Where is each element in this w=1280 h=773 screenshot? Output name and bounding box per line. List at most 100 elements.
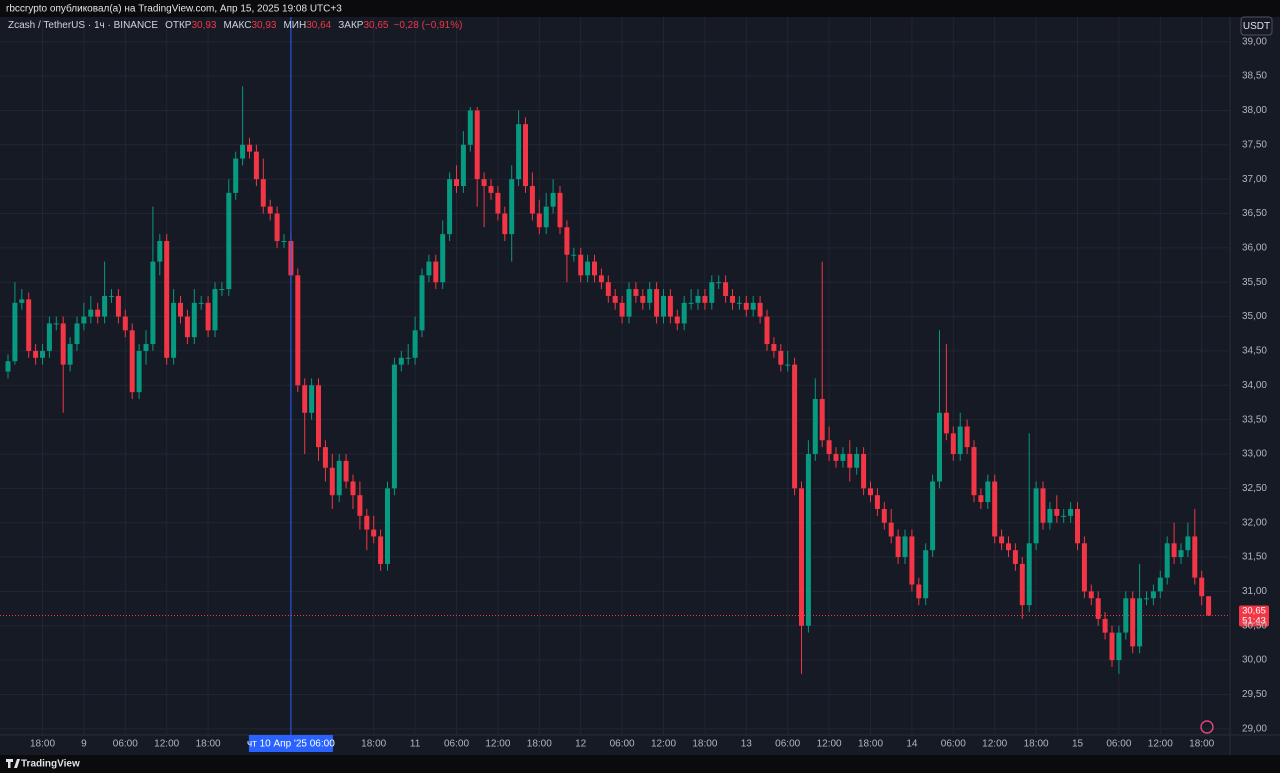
y-tick-label: 36,00 <box>1242 242 1267 253</box>
x-tick-label: 06:00 <box>775 739 800 750</box>
crosshair-label-box <box>248 735 333 752</box>
x-tick-label: 14 <box>906 739 918 750</box>
publish-info: rbccrypto опубликовал(а) на TradingView.… <box>6 3 342 15</box>
candle-body <box>247 144 252 152</box>
candle-body <box>688 302 694 304</box>
candle-body <box>1033 488 1039 544</box>
candle-body <box>205 302 211 331</box>
candle-body <box>605 282 611 296</box>
candle-body <box>26 299 32 351</box>
y-tick-label: 38,00 <box>1242 105 1267 116</box>
candle-body <box>184 316 190 338</box>
x-tick-label: 12:00 <box>154 739 179 750</box>
candle-body <box>19 299 25 303</box>
candle-body <box>868 488 873 496</box>
candle-body <box>985 481 991 503</box>
candle-body <box>115 295 121 317</box>
candle-body <box>88 309 94 317</box>
candle-body <box>150 261 156 345</box>
candle-body <box>53 323 59 325</box>
candle-body <box>764 316 770 345</box>
candle-body <box>302 385 308 413</box>
candle-body <box>440 234 446 283</box>
candle-body <box>226 192 232 290</box>
candle-body <box>564 227 570 255</box>
candle-body <box>992 481 998 537</box>
x-tick-label: 12:00 <box>817 739 842 750</box>
candle-body <box>1019 563 1025 606</box>
candle-body <box>654 289 660 317</box>
currency: USDT <box>1243 21 1270 32</box>
x-tick-label: 18:00 <box>361 739 386 750</box>
candle-body <box>509 179 515 235</box>
candle-body <box>460 144 466 187</box>
candle-body <box>12 302 18 362</box>
candle-body <box>1137 598 1143 647</box>
candle-body <box>585 261 591 276</box>
x-tick-label: 13 <box>741 739 753 750</box>
candle-body <box>81 316 87 324</box>
candle-body <box>102 295 108 317</box>
candle-body <box>357 495 363 516</box>
candle-body <box>881 508 887 523</box>
y-tick-label: 37,50 <box>1242 139 1267 150</box>
candle-body <box>343 460 349 482</box>
candle-body <box>143 344 149 351</box>
candle-body <box>716 282 722 284</box>
candle-body <box>33 350 39 358</box>
x-tick-label: 18:00 <box>858 739 883 750</box>
legend-value: 30,64 <box>306 20 331 31</box>
candle-body <box>833 453 839 461</box>
symbol: Zcash / TetherUS · 1ч · BINANCE <box>8 20 158 31</box>
candle-body <box>799 488 804 626</box>
candle-body <box>647 289 653 303</box>
candle-body <box>695 295 701 303</box>
candle-body <box>385 488 390 564</box>
candle-body <box>157 240 163 262</box>
candle-body <box>785 364 791 366</box>
candle-body <box>350 481 356 496</box>
candle-body <box>391 364 397 489</box>
y-tick-label: 31,50 <box>1242 552 1267 563</box>
candle-body <box>1178 550 1184 558</box>
x-tick-label: 06:00 <box>941 739 966 750</box>
candle-body <box>364 515 370 530</box>
y-tick-label: 35,50 <box>1242 277 1267 288</box>
candle-body <box>281 240 287 242</box>
candle-body <box>5 361 11 372</box>
candle-body <box>937 412 942 482</box>
candles <box>5 86 1212 674</box>
candle-body <box>40 350 45 358</box>
price-tag-countdown: 51:43 <box>1242 615 1266 626</box>
candle-body <box>1171 543 1177 558</box>
candle-body <box>191 302 197 338</box>
currency-box <box>1240 16 1273 36</box>
candle-body <box>1157 577 1163 592</box>
y-tick-label: 33,00 <box>1242 449 1267 460</box>
bottom-bar <box>0 755 1280 773</box>
candle-body <box>743 302 749 310</box>
ai-icon[interactable] <box>1200 720 1214 734</box>
y-tick-label: 29,00 <box>1242 723 1267 734</box>
candle-body <box>550 192 556 207</box>
candle-body <box>136 350 142 393</box>
candle-body <box>1130 598 1136 647</box>
candle-body <box>612 295 618 303</box>
legend-name: МИН <box>283 20 306 31</box>
candle-body <box>419 275 425 331</box>
candle-body <box>412 330 418 358</box>
candle-body <box>861 453 867 489</box>
candle-body <box>750 302 756 310</box>
candle-body <box>674 316 680 324</box>
legend-value: 30,93 <box>251 20 276 31</box>
x-tick-label: 18:00 <box>1024 739 1049 750</box>
candle-body <box>1061 515 1067 517</box>
x-tick-label: 12:00 <box>1148 739 1173 750</box>
x-tick-label: 18:00 <box>692 739 717 750</box>
candle-body <box>378 536 384 564</box>
candle-body <box>957 426 963 454</box>
x-tick-label: 18:00 <box>1189 739 1214 750</box>
candle-body <box>1054 508 1060 516</box>
candle-body <box>592 261 597 276</box>
